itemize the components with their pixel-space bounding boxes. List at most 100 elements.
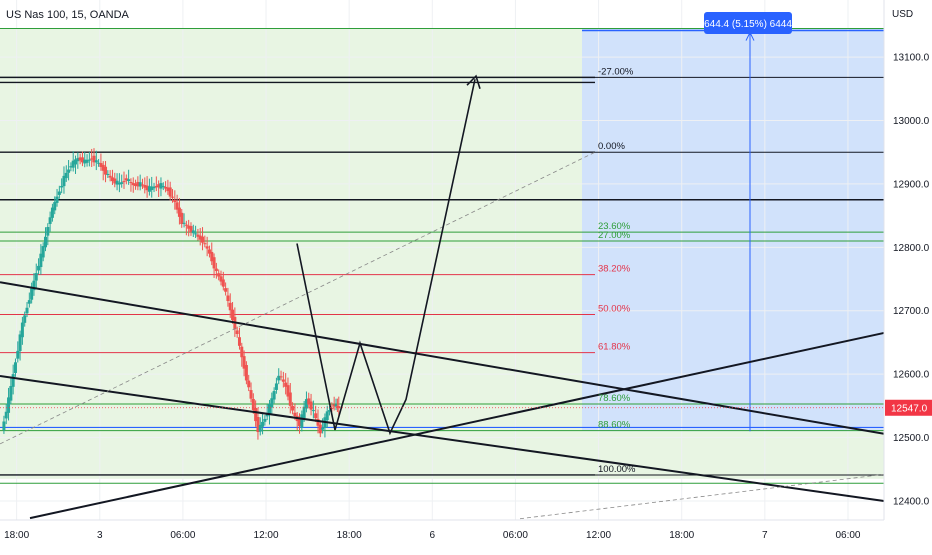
candle-body (231, 309, 235, 321)
measure-zone (582, 28, 884, 432)
candle-body (9, 385, 13, 401)
candle-body (337, 406, 341, 409)
candle-body (300, 414, 304, 428)
fib-label: 23.60% (598, 221, 631, 232)
candle-body (304, 399, 308, 409)
candle-body (127, 179, 131, 182)
candle-body (321, 427, 325, 430)
x-tick-label: 6 (430, 530, 436, 541)
candle-body (281, 379, 285, 382)
x-tick-label: 7 (762, 530, 768, 541)
candle-body (117, 182, 121, 185)
candle-body (272, 391, 276, 400)
x-tick-label: 12:00 (254, 530, 279, 541)
candle-body (182, 222, 186, 224)
candle-body (140, 184, 144, 186)
candle-body (334, 404, 338, 407)
candle-body (221, 279, 225, 287)
candle-body (205, 246, 209, 249)
candle-body (20, 322, 24, 338)
candle-body (18, 334, 22, 352)
candle-body (67, 169, 71, 173)
candle-body (147, 186, 151, 192)
projection-arrow-head (466, 74, 481, 90)
x-tick-label: 3 (97, 530, 103, 541)
candle-body (198, 235, 202, 240)
candle-body (131, 183, 135, 186)
candle-body (316, 418, 320, 426)
candle-body (166, 187, 170, 192)
x-tick-label: 06:00 (503, 530, 528, 541)
candle-body (187, 225, 191, 229)
candle-body (189, 226, 193, 233)
candle-body (207, 249, 211, 254)
candle-body (41, 246, 45, 258)
candle-body (108, 175, 112, 178)
y-tick-label: 13000.0 (893, 116, 930, 127)
candle-body (191, 230, 195, 234)
candle-body (2, 421, 6, 431)
candle-body (288, 392, 292, 406)
candle-body (55, 196, 59, 203)
fib-label: 88.60% (598, 420, 631, 431)
candle-body (267, 403, 271, 415)
candle-body (168, 187, 172, 197)
pattern-projection (296, 79, 476, 436)
x-tick-label: 12:00 (586, 530, 611, 541)
candle-body (219, 276, 223, 282)
candle-body (214, 268, 218, 272)
candle-body (138, 182, 142, 187)
candle-body (16, 350, 20, 359)
candle-body (164, 186, 168, 189)
measure-label-box (704, 12, 792, 34)
candle-body (87, 159, 91, 161)
candle-body (7, 397, 11, 413)
candle-body (173, 199, 177, 203)
fib-zone (0, 28, 582, 479)
candle-body (48, 217, 52, 224)
y-tick-label: 12800.0 (893, 243, 930, 254)
candle-body (277, 375, 281, 381)
candle-body (143, 185, 147, 188)
candle-body (226, 295, 230, 302)
candle-body (302, 406, 306, 419)
candle-body (85, 159, 89, 163)
candle-body (99, 163, 103, 167)
candle-body (34, 273, 38, 281)
candle-body (145, 185, 149, 191)
candle-body (196, 234, 200, 237)
candle-body (62, 175, 66, 187)
candle-body (110, 177, 114, 182)
fib-label: 38.20% (598, 264, 631, 275)
candle-body (122, 181, 126, 183)
y-tick-label: 13100.0 (893, 53, 930, 64)
candle-body (74, 159, 78, 165)
candle-body (201, 236, 205, 243)
y-tick-label: 12600.0 (893, 370, 930, 381)
y-axis-panel (884, 0, 932, 550)
channel-upper-line (0, 281, 885, 435)
candle-body (97, 162, 101, 164)
candle-body (235, 330, 239, 335)
candle-body (154, 185, 158, 188)
candle-body (129, 182, 133, 184)
candle-body (286, 385, 290, 397)
candle-body (240, 346, 244, 358)
candle-body (4, 411, 8, 419)
candle-body (284, 382, 288, 387)
candle-body (37, 265, 41, 271)
candle-body (212, 257, 216, 269)
candle-body (46, 227, 50, 236)
fib-label: 78.60% (598, 393, 631, 404)
candle-body (203, 243, 207, 245)
y-tick-label: 12700.0 (893, 306, 930, 317)
candle-body (274, 383, 278, 390)
candle-body (43, 236, 47, 248)
x-tick-label: 06:00 (170, 530, 195, 541)
last-price-tag (885, 399, 932, 416)
candle-body (270, 398, 274, 408)
candle-body (332, 404, 336, 407)
candle-body (258, 424, 262, 432)
